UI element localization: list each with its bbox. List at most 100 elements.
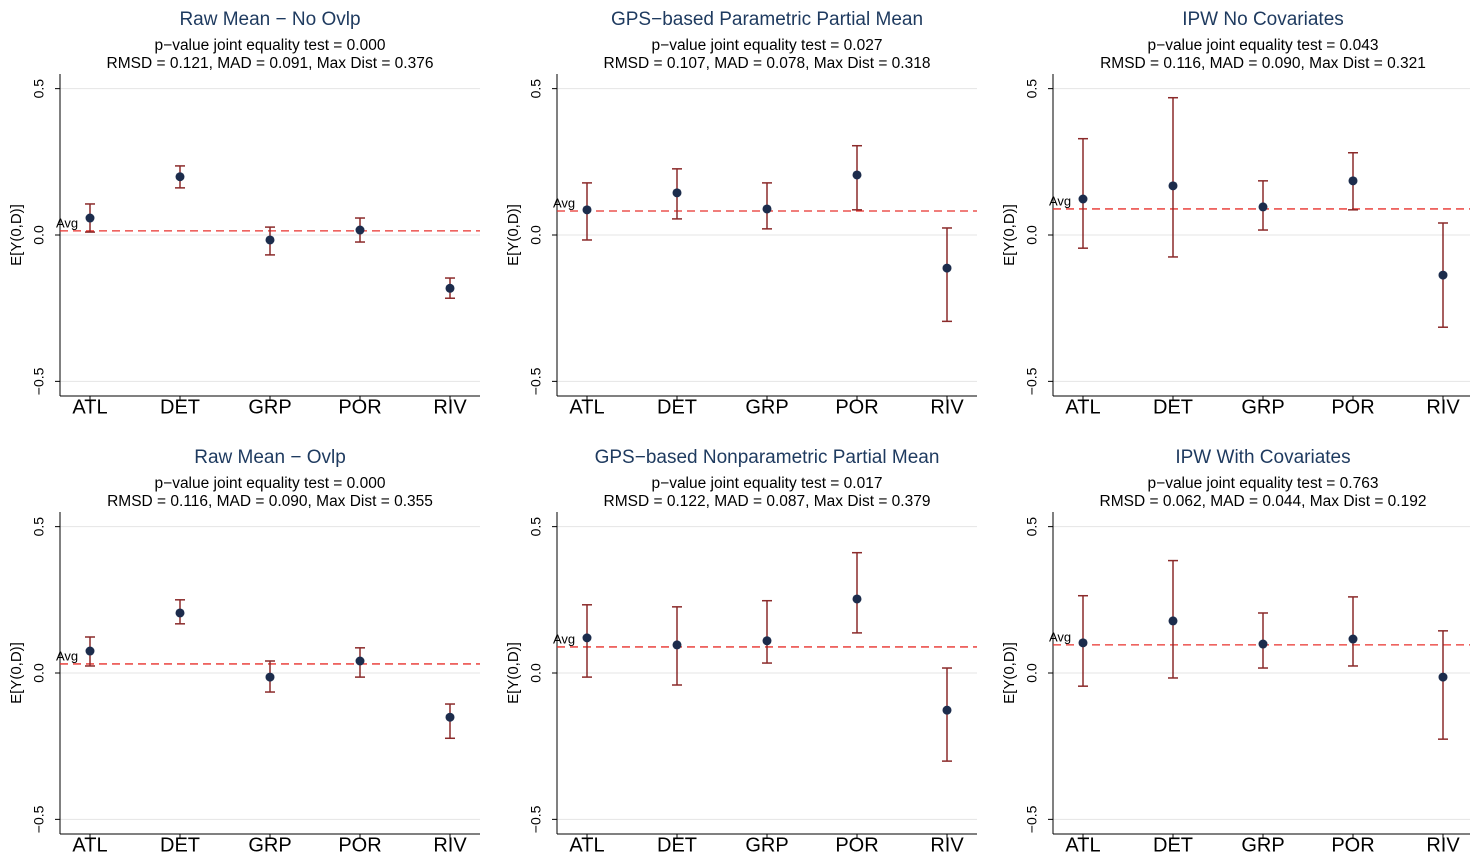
point <box>1258 202 1268 212</box>
point <box>445 712 455 722</box>
avg-annotation: Avg <box>553 195 575 210</box>
x-tick-label: POR <box>338 396 381 418</box>
chart-subtitle: p−value joint equality test = 0.000 <box>155 475 386 492</box>
y-tick-label: 0.5 <box>31 79 47 99</box>
chart-title: GPS−based Parametric Partial Mean <box>611 9 923 30</box>
y-tick-label: 0.0 <box>31 225 47 245</box>
point <box>1438 270 1448 280</box>
panel: GPS−based Parametric Partial Mean p−value… <box>505 9 977 418</box>
x-tick-label: GRP <box>1241 396 1284 418</box>
point <box>1168 616 1178 626</box>
point <box>85 213 95 223</box>
y-tick-label: 0.0 <box>528 225 544 245</box>
point <box>582 205 592 215</box>
point <box>942 705 952 715</box>
chart-subtitle: p−value joint equality test = 0.763 <box>1148 475 1379 492</box>
y-tick-label: 0.0 <box>1024 225 1040 245</box>
point <box>355 225 365 235</box>
x-tick-label: GRP <box>248 396 291 418</box>
point <box>1348 634 1358 644</box>
x-tick-label: POR <box>1331 396 1374 418</box>
x-tick-label: ATL <box>1065 396 1100 418</box>
point <box>672 188 682 198</box>
x-tick-label: RIV <box>433 834 467 853</box>
chart-subtitle: RMSD = 0.116, MAD = 0.090, Max Dist = 0.… <box>1100 55 1426 72</box>
point <box>355 656 365 666</box>
panel: IPW With Covariates p−value joint equalit… <box>1001 447 1470 853</box>
point <box>942 263 952 273</box>
y-tick-label: 0.0 <box>31 663 47 683</box>
chart-title: Raw Mean − No Ovlp <box>179 9 360 30</box>
y-tick-label: 0.5 <box>1024 517 1040 537</box>
y-tick-label: 0.5 <box>1024 79 1040 99</box>
x-tick-label: GRP <box>745 834 788 853</box>
chart-title: Raw Mean − Ovlp <box>194 447 346 468</box>
x-tick-label: POR <box>835 834 878 853</box>
x-tick-label: DET <box>1153 396 1193 418</box>
y-tick-label: −0.5 <box>1024 805 1040 833</box>
x-tick-label: DET <box>657 396 697 418</box>
x-tick-label: POR <box>1331 834 1374 853</box>
point <box>1348 176 1358 186</box>
y-tick-label: −0.5 <box>1024 367 1040 395</box>
chart-subtitle: p−value joint equality test = 0.017 <box>652 475 883 492</box>
point <box>762 204 772 214</box>
y-tick-label: −0.5 <box>528 805 544 833</box>
x-tick-label: ATL <box>72 834 107 853</box>
point <box>445 283 455 293</box>
avg-annotation: Avg <box>553 631 575 646</box>
y-tick-label: −0.5 <box>31 805 47 833</box>
x-tick-label: DET <box>657 834 697 853</box>
point <box>852 594 862 604</box>
chart-title: IPW With Covariates <box>1175 447 1350 468</box>
x-tick-label: POR <box>835 396 878 418</box>
point <box>85 646 95 656</box>
y-axis-label: E[Y(0,D)] <box>1001 204 1018 266</box>
point <box>1168 181 1178 191</box>
chart-subtitle: RMSD = 0.122, MAD = 0.087, Max Dist = 0.… <box>604 493 931 510</box>
panel: Raw Mean − Ovlp p−value joint equality te… <box>8 447 480 853</box>
point <box>265 672 275 682</box>
y-tick-label: −0.5 <box>31 367 47 395</box>
avg-annotation: Avg <box>56 648 78 663</box>
chart-title: GPS−based Nonparametric Partial Mean <box>595 447 940 468</box>
x-tick-label: DET <box>160 834 200 853</box>
point <box>175 608 185 618</box>
y-axis-label: E[Y(0,D)] <box>8 204 25 266</box>
chart-subtitle: p−value joint equality test = 0.027 <box>652 37 883 54</box>
point <box>1258 639 1268 649</box>
chart-subtitle: RMSD = 0.121, MAD = 0.091, Max Dist = 0.… <box>107 55 434 72</box>
x-tick-label: RIV <box>1426 396 1460 418</box>
y-tick-label: 0.5 <box>528 79 544 99</box>
x-tick-label: RIV <box>930 834 964 853</box>
point <box>582 633 592 643</box>
x-tick-label: ATL <box>569 834 604 853</box>
chart-subtitle: RMSD = 0.062, MAD = 0.044, Max Dist = 0.… <box>1100 493 1427 510</box>
y-tick-label: −0.5 <box>528 367 544 395</box>
chart-subtitle: p−value joint equality test = 0.043 <box>1148 37 1379 54</box>
x-tick-label: GRP <box>745 396 788 418</box>
panel: IPW No Covariates p−value joint equality … <box>1001 9 1470 418</box>
point <box>265 235 275 245</box>
x-tick-label: RIV <box>930 396 964 418</box>
chart-title: IPW No Covariates <box>1182 9 1344 30</box>
panel: GPS−based Nonparametric Partial Mean p−va… <box>505 447 977 853</box>
y-axis-label: E[Y(0,D)] <box>1001 642 1018 704</box>
chart-subtitle: p−value joint equality test = 0.000 <box>155 37 386 54</box>
x-tick-label: DET <box>1153 834 1193 853</box>
avg-annotation: Avg <box>56 215 78 230</box>
point <box>1438 672 1448 682</box>
x-tick-label: GRP <box>248 834 291 853</box>
avg-annotation: Avg <box>1049 629 1071 644</box>
point <box>175 172 185 182</box>
point <box>762 636 772 646</box>
x-tick-label: ATL <box>1065 834 1100 853</box>
x-tick-label: GRP <box>1241 834 1284 853</box>
point <box>1078 638 1088 648</box>
y-axis-label: E[Y(0,D)] <box>505 204 522 266</box>
point <box>852 170 862 180</box>
y-tick-label: 0.5 <box>31 517 47 537</box>
x-tick-label: DET <box>160 396 200 418</box>
y-tick-label: 0.0 <box>1024 663 1040 683</box>
